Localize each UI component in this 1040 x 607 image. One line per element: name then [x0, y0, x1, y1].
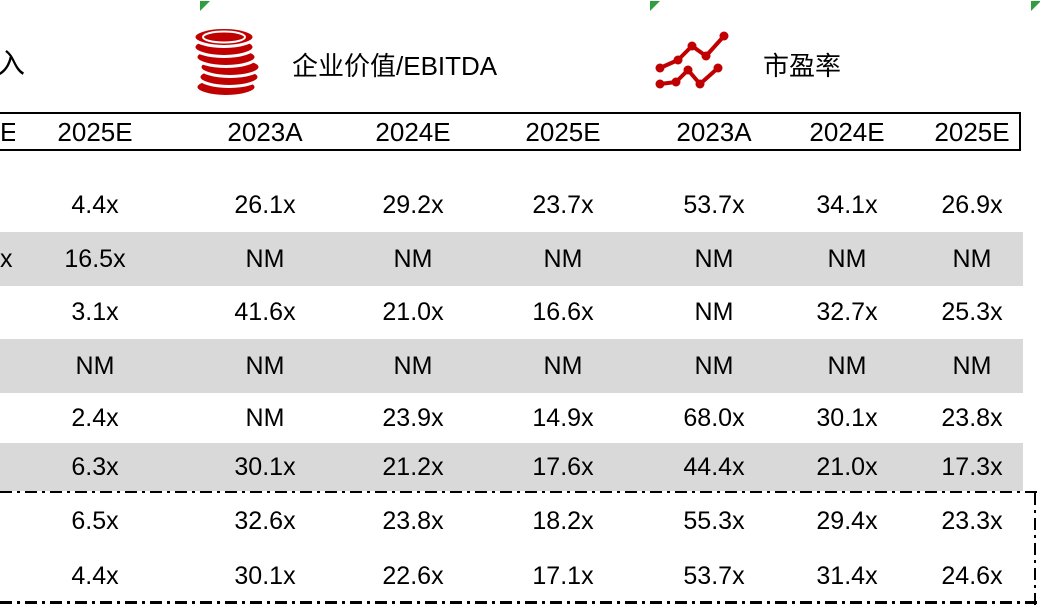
table-cell[interactable]: NM [694, 352, 734, 380]
table-row: 2.4x NM 23.9x 14.9x 68.0x 30.1x 23.8x [0, 393, 1023, 443]
table-cell[interactable]: 32.7x [816, 298, 878, 326]
header-cell[interactable]: 2025E [934, 117, 1010, 147]
header-cell[interactable]: 2023A [676, 117, 752, 147]
table-cell[interactable]: 30.1x [234, 453, 296, 481]
table-cell[interactable]: 14.9x [532, 404, 594, 432]
table-cell[interactable]: NM [75, 352, 115, 380]
header-bottom-border [0, 149, 1021, 151]
header-cell[interactable]: 2024E [809, 117, 885, 147]
table-cell[interactable]: 26.1x [234, 191, 296, 219]
table-row: x 16.5x NM NM NM NM NM NM [0, 232, 1023, 286]
table-cell[interactable]: 68.0x [683, 404, 745, 432]
table-row: 6.3x 30.1x 21.2x 17.6x 44.4x 21.0x 17.3x [0, 443, 1023, 491]
dashed-border-mid [0, 491, 1037, 493]
table-cell[interactable]: 55.3x [683, 507, 745, 535]
truncated-header-cell[interactable]: E [0, 117, 15, 147]
header-cell[interactable]: 2024E [375, 117, 451, 147]
table-cell[interactable]: NM [245, 404, 285, 432]
table-cell[interactable]: NM [543, 352, 583, 380]
truncated-value-cell[interactable]: x [0, 245, 13, 273]
table-cell[interactable]: 44.4x [683, 453, 745, 481]
legend-label-ev-ebitda: 企业价值/EBITDA [292, 51, 498, 81]
table-cell[interactable]: 16.6x [532, 298, 594, 326]
table-cell[interactable]: 25.3x [941, 298, 1003, 326]
table-cell[interactable]: 30.1x [234, 562, 296, 590]
table-header-row: E 2025E 2023A 2024E 2025E 2023A 2024E 2025E [0, 113, 1023, 151]
table-cell[interactable]: 17.6x [532, 453, 594, 481]
table-cell[interactable]: NM [393, 352, 433, 380]
table-cell[interactable]: 29.2x [382, 191, 444, 219]
table-cell[interactable]: 53.7x [683, 191, 745, 219]
table-row: 4.4x 30.1x 22.6x 17.1x 53.7x 31.4x 24.6x [0, 552, 1023, 601]
table-cell[interactable]: NM [543, 245, 583, 273]
table-cell[interactable]: NM [952, 352, 992, 380]
table-cell[interactable]: 29.4x [816, 507, 878, 535]
table-cell[interactable]: 21.2x [382, 453, 444, 481]
table-cell[interactable]: 2.4x [71, 404, 119, 432]
table-cell[interactable]: 23.3x [941, 507, 1003, 535]
cell-flag-icon [1031, 1, 1040, 11]
legend-label-pe: 市盈率 [763, 51, 842, 81]
table-row: NM NM NM NM NM NM NM [0, 339, 1023, 393]
table-cell[interactable]: 34.1x [816, 191, 878, 219]
table-cell[interactable]: 23.9x [382, 404, 444, 432]
dashed-border-right [1034, 493, 1036, 607]
header-cell[interactable]: 2025E [57, 117, 133, 147]
cell-flag-icon [650, 1, 660, 11]
table-cell[interactable]: NM [952, 245, 992, 273]
header-top-border [0, 112, 1021, 114]
table-cell[interactable]: 22.6x [382, 562, 444, 590]
table-cell[interactable]: 21.0x [816, 453, 878, 481]
table-cell[interactable]: 21.0x [382, 298, 444, 326]
table-cell[interactable]: NM [393, 245, 433, 273]
table-cell[interactable]: 24.6x [941, 562, 1003, 590]
table-row: 4.4x 26.1x 29.2x 23.7x 53.7x 34.1x 26.9x [0, 179, 1023, 232]
coins-icon [189, 23, 263, 99]
table-cell[interactable]: NM [694, 298, 734, 326]
table-cell[interactable]: NM [245, 245, 285, 273]
table-cell[interactable]: 41.6x [234, 298, 296, 326]
cell-flag-icon [200, 1, 210, 11]
table-cell[interactable]: 3.1x [71, 298, 119, 326]
header-cell[interactable]: 2023A [227, 117, 303, 147]
table-cell[interactable]: 32.6x [234, 507, 296, 535]
table-cell[interactable]: 6.5x [71, 507, 119, 535]
header-right-border [1019, 112, 1021, 151]
table-cell[interactable]: NM [827, 352, 867, 380]
table-cell[interactable]: 30.1x [816, 404, 878, 432]
table-cell[interactable]: 16.5x [64, 245, 126, 273]
table-cell[interactable]: NM [694, 245, 734, 273]
table-cell[interactable]: 18.2x [532, 507, 594, 535]
dashed-border-bottom [0, 601, 1040, 604]
table-row: 6.5x 32.6x 23.8x 18.2x 55.3x 29.4x 23.3x [0, 494, 1023, 548]
truncated-legend-label: 入 [0, 48, 26, 79]
header-cell[interactable]: 2025E [525, 117, 601, 147]
table-cell[interactable]: 4.4x [71, 562, 119, 590]
line-chart-icon [652, 28, 744, 92]
table-row: 3.1x 41.6x 21.0x 16.6x NM 32.7x 25.3x [0, 286, 1023, 339]
table-cell[interactable]: 4.4x [71, 191, 119, 219]
table-cell[interactable]: 26.9x [941, 191, 1003, 219]
table-cell[interactable]: NM [245, 352, 285, 380]
table-cell[interactable]: 6.3x [71, 453, 119, 481]
table-cell[interactable]: 23.8x [941, 404, 1003, 432]
table-cell[interactable]: 17.1x [532, 562, 594, 590]
table-cell[interactable]: 23.8x [382, 507, 444, 535]
table-cell[interactable]: 53.7x [683, 562, 745, 590]
table-cell[interactable]: 23.7x [532, 191, 594, 219]
table-cell[interactable]: 17.3x [941, 453, 1003, 481]
table-cell[interactable]: NM [827, 245, 867, 273]
table-cell[interactable]: 31.4x [816, 562, 878, 590]
